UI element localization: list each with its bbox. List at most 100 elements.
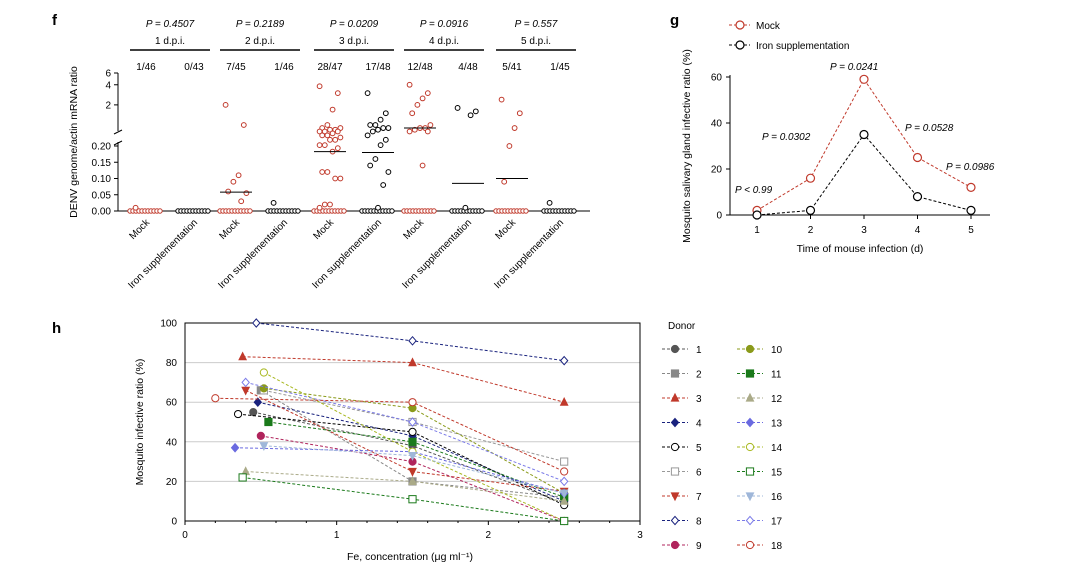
h-data-point-donor-16	[408, 452, 417, 461]
h-legend-marker-4	[670, 417, 680, 428]
g-data-point	[752, 210, 762, 220]
h-data-point-donor-12	[559, 495, 569, 505]
h-x-tick-label: 0	[182, 530, 188, 541]
f-data-point	[385, 125, 392, 131]
h-legend-label-7: 7	[696, 492, 702, 503]
f-data-point	[501, 178, 508, 185]
h-legend-marker-18	[745, 540, 755, 550]
f-data-point	[222, 101, 229, 108]
g-y-tick-label: 40	[711, 119, 723, 130]
h-data-point-donor-8	[408, 335, 417, 346]
h-data-point-donor-15	[560, 516, 569, 526]
f-data-point	[225, 188, 232, 195]
g-p-value-annotation: P = 0.0528	[905, 123, 954, 134]
g-x-tick-label: 4	[915, 225, 921, 236]
f-data-point	[230, 178, 237, 185]
f-data-point	[382, 136, 389, 143]
f-data-point	[419, 95, 426, 102]
h-legend-marker-7-shape	[670, 492, 680, 502]
f-data-point	[334, 128, 341, 135]
h-data-point-donor-7-shape	[408, 467, 417, 477]
h-y-tick-label: 60	[166, 398, 178, 409]
h-data-point-donor-17	[408, 417, 417, 427]
f-p-value-2: P = 0.2189	[236, 19, 285, 30]
h-legend-label-3: 3	[696, 394, 702, 405]
f-count-label: 0/43	[184, 62, 204, 73]
h-x-tick-label: 1	[334, 530, 340, 541]
f-data-point	[334, 145, 341, 152]
f-data-point	[516, 110, 523, 117]
h-series-line-9	[260, 435, 565, 522]
f-category-label: Mock	[127, 217, 152, 242]
h-data-point-donor-5-shape	[233, 409, 243, 419]
f-dpi-label-5: 5 d.p.i.	[521, 36, 551, 47]
h-data-point-donor-17-shape	[559, 476, 569, 487]
h-legend-label-5: 5	[696, 443, 702, 454]
f-data-point	[424, 90, 431, 97]
h-data-point-donor-18	[408, 398, 417, 407]
panel-letter-h: h	[52, 320, 61, 337]
f-data-point	[329, 130, 336, 137]
h-legend-label-16: 16	[771, 492, 783, 503]
h-legend-label-8: 8	[696, 517, 702, 528]
h-legend-title: Donor	[668, 321, 696, 332]
f-data-point	[240, 122, 247, 128]
h-x-tick-label: 3	[637, 530, 643, 541]
f-category-label: Mock	[311, 217, 336, 242]
h-data-point-donor-6-shape	[560, 457, 569, 466]
h-data-point-donor-5	[233, 409, 243, 419]
f-data-point	[316, 128, 323, 135]
h-plot-frame	[184, 322, 641, 522]
f-data-point	[462, 204, 469, 211]
f-p-value-1: P = 0.4507	[146, 19, 195, 30]
h-data-point-donor-5-shape	[408, 427, 417, 436]
f-count-label: 1/45	[550, 62, 570, 73]
f-data-point	[467, 112, 474, 119]
h-legend-label-13: 13	[771, 419, 783, 430]
h-legend-marker-16-shape	[745, 492, 755, 502]
f-data-point	[419, 162, 426, 169]
h-legend-label-18: 18	[771, 541, 783, 552]
h-series-line-14	[263, 372, 565, 522]
h-legend-label-9: 9	[696, 541, 702, 552]
f-data-point	[367, 162, 374, 169]
f-data-point	[319, 169, 326, 175]
f-y-tick-label: 2	[105, 100, 111, 111]
h-data-point-donor-15-shape	[238, 473, 247, 482]
f-data-point	[327, 136, 333, 143]
h-legend-marker-6	[670, 467, 680, 476]
h-data-point-donor-8	[252, 318, 261, 328]
f-dpi-label-4: 4 d.p.i.	[429, 36, 459, 47]
h-legend-marker-8-shape	[670, 515, 680, 526]
f-data-point	[380, 182, 387, 188]
h-data-point-donor-11-shape	[408, 437, 417, 446]
g-data-point	[805, 173, 816, 183]
h-data-point-donor-1-shape	[249, 408, 258, 417]
h-legend-label-15: 15	[771, 468, 783, 479]
h-data-point-donor-4	[253, 397, 263, 408]
h-series-line-12	[245, 471, 565, 502]
f-zero-point	[389, 208, 395, 214]
f-data-point	[316, 204, 323, 211]
f-data-point	[235, 172, 242, 179]
g-data-point	[859, 74, 869, 84]
panel-letter-g: g	[670, 12, 679, 29]
h-data-point-donor-13-shape	[230, 442, 240, 453]
f-data-point	[414, 101, 421, 108]
h-legend-marker-10-shape	[745, 344, 755, 354]
f-y-tick-label: 6	[105, 69, 111, 80]
g-data-point	[805, 205, 816, 215]
h-data-point-donor-1	[249, 408, 258, 417]
f-category-label: Mock	[493, 217, 518, 242]
h-data-point-donor-15	[408, 495, 417, 504]
g-legend-marker-1	[735, 40, 745, 50]
h-legend-label-14: 14	[771, 443, 783, 454]
f-zero-point	[571, 208, 577, 214]
h-legend-marker-13-shape	[745, 417, 755, 428]
h-y-tick-label: 40	[166, 437, 178, 448]
h-legend-marker-9-shape	[670, 540, 680, 550]
h-x-axis-title: Fe, concentration (μg ml⁻¹)	[347, 551, 473, 563]
f-y-tick-label: 0.15	[92, 158, 112, 169]
h-legend-marker-9	[670, 540, 680, 550]
f-data-point	[406, 128, 413, 135]
